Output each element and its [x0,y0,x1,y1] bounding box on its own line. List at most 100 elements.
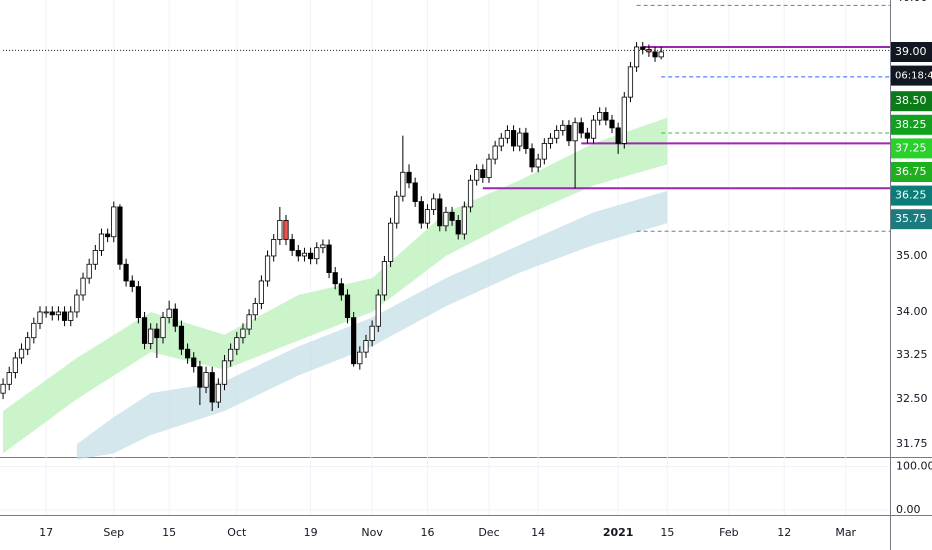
candle-body [498,137,504,147]
candle-body [449,211,455,221]
candle-body [523,132,529,150]
candle-body [412,182,418,202]
candle-body [437,198,443,227]
candle-body [74,294,80,313]
candle-body [80,277,86,296]
x-tick-label: 15 [162,526,176,539]
price-badge-label: 39.00 [895,45,927,58]
candle-body [338,283,344,296]
candle-body [467,179,474,208]
candle-body [658,51,664,58]
candle-body [283,220,289,240]
candle-body [209,372,215,403]
price-badge-label: 37.25 [895,141,927,154]
candle-body [504,130,511,139]
candle-body [264,255,271,282]
candle-body [43,311,49,314]
price-badge [891,138,932,159]
candle-body [92,250,98,265]
candle-body [234,337,240,350]
candle-body [363,340,369,353]
candle-body [597,112,603,121]
candle-body [277,220,283,240]
candle-body [474,169,480,181]
x-tick-label: 14 [531,526,545,539]
candle-body [289,239,295,251]
x-tick-label: 17 [39,526,53,539]
candle-body [18,348,25,359]
x-tick-label: Sep [103,526,124,539]
candle-body [172,308,178,327]
candle-body [86,263,92,279]
y-tick-label: 40.00 [896,0,928,4]
x-tick-label: Feb [719,526,738,539]
candle-body [271,239,277,257]
price-badge-label: 36.25 [895,189,927,202]
x-tick-label: 2021 [603,526,634,539]
candle-body [37,311,43,324]
candle-body [154,328,160,339]
price-badge [891,91,932,112]
price-badge-label: 38.25 [895,118,927,131]
candle-body [111,206,117,238]
candle-body [49,311,55,316]
candle-body [314,247,320,260]
x-tick-label: Oct [227,526,247,539]
x-tick-label: 16 [420,526,434,539]
price-badge [891,209,932,230]
lower-tick-label: 0.00 [896,503,921,516]
y-tick-label: 32.50 [896,392,928,405]
price-badge [891,162,932,182]
candles [0,42,664,412]
x-tick-label: Nov [361,526,383,539]
candle-body [375,294,381,327]
x-tick-label: Mar [835,526,856,539]
candle-body [320,244,326,249]
candle-body [455,220,461,235]
candle-body [203,372,209,388]
candle-body [68,311,74,321]
candle-body [640,46,646,50]
price-badge-label: 06:18:40 [895,71,932,82]
candle-body [351,317,357,365]
candle-body [633,46,640,68]
candle-body [344,294,351,319]
levels [3,4,890,232]
candle-body [609,119,615,129]
candle-body [510,130,517,147]
candle-body [603,112,609,121]
candle-body [184,348,191,359]
candle-body [246,314,252,330]
candle-body [105,233,111,238]
candle-body [529,148,535,168]
candle-body [326,244,332,273]
candle-body [369,325,375,341]
candle-body [492,145,498,160]
price-badge [891,65,932,86]
candle-body [135,286,141,319]
candle-body [240,328,246,339]
candle-body [221,360,228,385]
candle-body [308,252,314,260]
candle-body [12,357,18,373]
price-badge [891,114,932,135]
candle-body [387,222,394,262]
ribbon-band [3,117,668,454]
candle-body [541,143,547,160]
candle-body [461,206,467,235]
candle-body [98,233,105,251]
candle-body [55,311,62,316]
x-tick-label: 15 [660,526,674,539]
labels: 40.00 35.00 34.00 33.25 32.50 31.75 17 Sep 15 Oct… [39,0,932,539]
candle-body [357,351,363,365]
candle-body [418,201,424,224]
candle-body [381,261,388,296]
candle-body [584,132,590,139]
candle-body [178,325,185,350]
price-badge-label: 36.75 [895,165,927,178]
price-badge-label: 38.50 [895,94,927,107]
candle-body [191,357,197,368]
candle-body [166,308,172,319]
candle-body [646,49,652,53]
